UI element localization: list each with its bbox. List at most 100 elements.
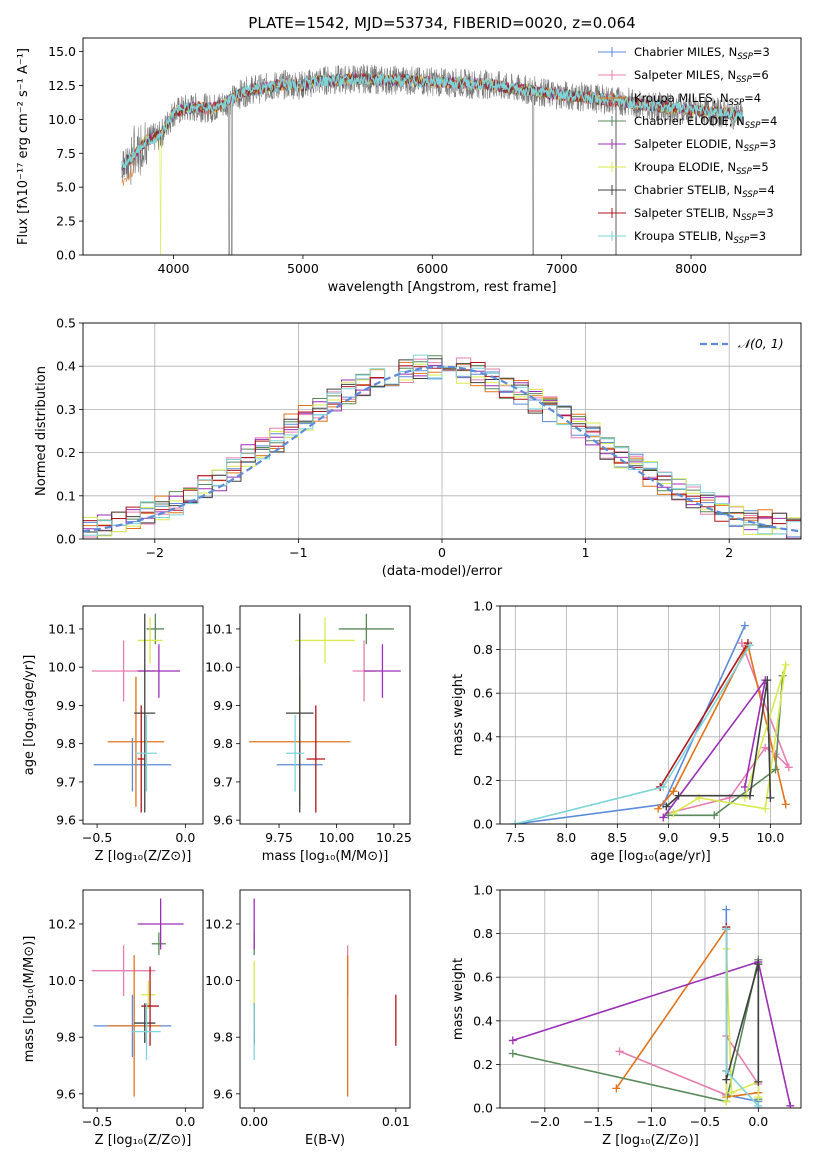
mass-weight-point bbox=[761, 804, 770, 813]
mass-weight-point bbox=[754, 960, 763, 969]
legend-label-text: Kroupa STELIB, N bbox=[634, 229, 734, 243]
x-tick-label: 0.0 bbox=[175, 1114, 195, 1129]
legend-label: Chabrier MILES, NSSP=3 bbox=[634, 45, 770, 62]
legend-label-subscript: SSP bbox=[742, 190, 758, 200]
mass-weight-point bbox=[511, 820, 520, 824]
axes-frame bbox=[82, 37, 802, 256]
x-axis-label: mass [log₁₀(M/M⊙)] bbox=[262, 849, 389, 864]
legend-label: Kroupa MILES, NSSP=4 bbox=[634, 91, 761, 108]
y-axis-label: mass weight bbox=[451, 958, 466, 1040]
y-tick-label: 12.5 bbox=[48, 78, 76, 93]
y-tick-label: 2.5 bbox=[56, 214, 76, 229]
y-tick-label: 7.5 bbox=[56, 146, 76, 161]
legend-label-count: =3 bbox=[749, 229, 766, 243]
mass-weight-point bbox=[508, 1036, 517, 1045]
legend-label-text: Salpeter ELODIE, N bbox=[634, 137, 744, 151]
x-tick-label: 7.5 bbox=[505, 830, 525, 845]
mass-weight-point bbox=[722, 1075, 731, 1084]
plot-area bbox=[249, 613, 401, 813]
axes-frame bbox=[499, 605, 802, 825]
y-axis-label: mass [log₁₀(M/M⊙)] bbox=[22, 936, 37, 1063]
plot-area bbox=[508, 905, 795, 1108]
y-tick-label: 0.6 bbox=[473, 970, 493, 985]
x-axis-label: (data-model)/error bbox=[382, 564, 503, 579]
mass-weight-point bbox=[674, 791, 683, 800]
x-tick-label: 8.0 bbox=[556, 830, 576, 845]
mass-weight-point bbox=[784, 763, 793, 772]
legend-label-subscript: SSP bbox=[734, 236, 750, 246]
mass-weight-point bbox=[722, 905, 731, 914]
y-tick-label: 10.0 bbox=[48, 660, 76, 675]
y-tick-label: 15.0 bbox=[48, 44, 76, 59]
mass-weight-point bbox=[786, 1101, 795, 1108]
y-tick-label: 9.6 bbox=[56, 813, 76, 828]
x-tick-label: 1 bbox=[582, 545, 590, 560]
mass-weight-line bbox=[619, 1033, 760, 1097]
mass-weight-point bbox=[508, 1049, 517, 1058]
x-tick-label: −1.5 bbox=[583, 1114, 613, 1129]
x-tick-label: 0.0 bbox=[175, 830, 195, 845]
y-tick-label: 10.1 bbox=[205, 621, 233, 636]
axes-frame bbox=[239, 889, 411, 1109]
x-tick-label: 10.0 bbox=[756, 830, 784, 845]
mass-weight-line bbox=[668, 675, 784, 817]
legend-label-count: =3 bbox=[757, 206, 774, 220]
panel-age-vs-z: −0.5 0.0 9.6 9.7 9.8 9.9 10.0 10.1 Z [log₁₀(Z/Z⊙… bbox=[22, 605, 204, 864]
x-tick-label: 5000 bbox=[287, 261, 319, 276]
legend-label-subscript: SSP bbox=[745, 121, 761, 131]
y-tick-label: 10.0 bbox=[48, 973, 76, 988]
legend-label: Salpeter STELIB, NSSP=3 bbox=[634, 206, 774, 223]
axes-frame bbox=[499, 889, 802, 1109]
legend-label-subscript: SSP bbox=[737, 52, 753, 62]
x-axis-label: Z [log₁₀(Z/Z⊙)] bbox=[95, 849, 192, 864]
legend-label-text: Kroupa ELODIE, N bbox=[634, 160, 736, 174]
y-tick-label: 0.4 bbox=[473, 1013, 493, 1028]
plot-area bbox=[253, 898, 397, 1097]
legend-label-text: Salpeter MILES, N bbox=[634, 68, 736, 82]
plot-area bbox=[83, 354, 801, 539]
mass-weight-point bbox=[771, 765, 780, 774]
x-tick-label: 8.5 bbox=[607, 830, 627, 845]
y-tick-label: 0.8 bbox=[473, 926, 493, 941]
y-tick-label: 9.6 bbox=[56, 1086, 76, 1101]
plot-area bbox=[91, 898, 184, 1097]
axes-frame bbox=[239, 605, 411, 825]
x-axis-label: Z [log₁₀(Z/Z⊙)] bbox=[602, 1133, 699, 1148]
legend-label: Kroupa ELODIE, NSSP=5 bbox=[634, 160, 769, 177]
mass-weight-point bbox=[659, 782, 668, 791]
legend-label: Chabrier STELIB, NSSP=4 bbox=[634, 183, 775, 200]
y-tick-label: 9.8 bbox=[56, 1030, 76, 1045]
legend-label: Salpeter MILES, NSSP=6 bbox=[634, 68, 769, 85]
x-tick-label: −0.5 bbox=[690, 1114, 720, 1129]
legend-label-subscript: SSP bbox=[729, 98, 745, 108]
x-tick-label: −1.0 bbox=[636, 1114, 666, 1129]
y-tick-label: 9.8 bbox=[213, 1030, 233, 1045]
x-tick-label: 9.75 bbox=[265, 830, 293, 845]
y-tick-label: 0.1 bbox=[56, 488, 76, 503]
legend-label-count: =4 bbox=[744, 91, 761, 105]
x-tick-label: −0.5 bbox=[82, 1114, 112, 1129]
residual-histogram-step bbox=[83, 354, 801, 536]
legend-label: Chabrier ELODIE, NSSP=4 bbox=[634, 114, 777, 131]
y-axis-label: age [log₁₀(age/yr)] bbox=[22, 655, 37, 776]
x-tick-label: 0.0 bbox=[748, 1114, 768, 1129]
residual-histogram-step bbox=[83, 358, 801, 533]
legend-label-text: Salpeter STELIB, N bbox=[634, 206, 741, 220]
y-tick-label: 0.0 bbox=[473, 1101, 493, 1116]
mass-weight-line bbox=[615, 926, 759, 1099]
mass-weight-line bbox=[725, 948, 760, 1102]
y-tick-label: 9.6 bbox=[213, 813, 233, 828]
mass-weight-point bbox=[722, 1097, 731, 1106]
y-tick-label: 0.0 bbox=[56, 248, 76, 263]
model-spectrum-line bbox=[121, 72, 744, 169]
legend-label: 𝒩(0, 1) bbox=[738, 336, 784, 351]
y-tick-label: 0.5 bbox=[56, 316, 76, 331]
panel-age-vs-mass: 9.75 10.00 10.25 9.6 9.7 9.8 9.9 10.0 10.1 mass [… bbox=[205, 605, 412, 864]
x-tick-label: 9.0 bbox=[658, 830, 678, 845]
mass-weight-point bbox=[740, 621, 749, 630]
y-tick-label: 0.0 bbox=[473, 817, 493, 832]
x-axis-label: E(B-V) bbox=[305, 1133, 345, 1148]
x-tick-label: 6000 bbox=[416, 261, 448, 276]
y-tick-label: 9.7 bbox=[56, 774, 76, 789]
